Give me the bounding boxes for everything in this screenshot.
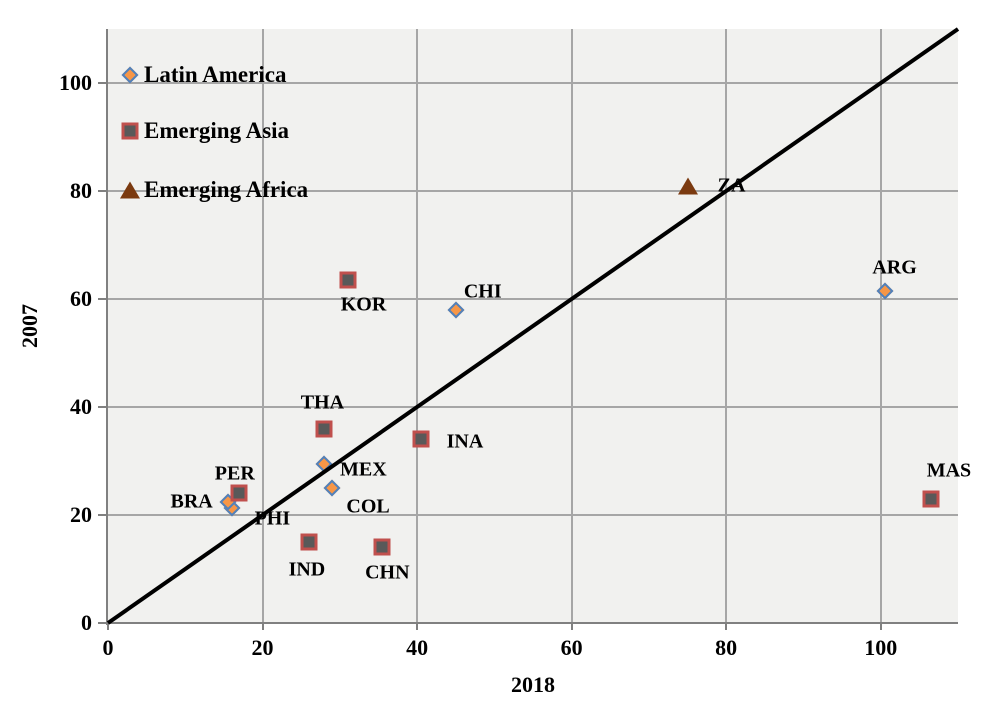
y-tick-100: [98, 82, 107, 84]
y-tick-80: [98, 190, 107, 192]
gridline-y-20: [108, 514, 958, 516]
marker-ZA: [677, 177, 698, 195]
legend-label-1: Emerging Asia: [144, 118, 290, 143]
gridline-y-100: [108, 82, 958, 84]
x-tick-label-80: 80: [715, 635, 738, 660]
x-tick-label-100: 100: [864, 635, 898, 660]
point-label-ZA: ZA: [717, 174, 746, 197]
plot-area: BRA PER MEX COL CHI ARG PHI IND CHN THA KOR INA MAS Z…: [106, 27, 971, 625]
point-label-BRA: BRA: [170, 490, 213, 513]
x-tick-label-40: 40: [406, 635, 429, 660]
y-tick-label-40: 40: [70, 393, 92, 419]
marker-CHN: [373, 538, 391, 556]
legend-label-2: Emerging Africa: [144, 177, 309, 202]
marker-KOR: [339, 271, 357, 289]
legend-label-0: Latin America: [144, 62, 287, 87]
identity-line-svg: [106, 27, 960, 625]
point-label-CHN: CHN: [365, 561, 410, 584]
marker-PHI: [230, 484, 248, 502]
legend-marker-triangle-icon: [120, 181, 140, 199]
y-tick-label-80: 80: [70, 177, 92, 203]
marker-THA: [315, 420, 333, 438]
point-label-THA: THA: [300, 391, 345, 414]
x-tick-40: [416, 623, 419, 630]
point-label-ARG: ARG: [872, 256, 917, 279]
y-tick-0: [98, 622, 107, 624]
point-label-PER: PER: [214, 462, 255, 484]
y-tick-label-60: 60: [70, 285, 92, 311]
gridline-x-100: [879, 29, 882, 623]
point-label-IND: IND: [288, 558, 326, 581]
point-label-KOR: KOR: [340, 293, 387, 316]
x-tick-0: [107, 623, 109, 630]
gridline-y-60: [108, 298, 958, 300]
y-axis-title-box: 2007: [6, 246, 54, 406]
legend-marker-square-icon: [121, 122, 139, 140]
y-tick-label-0: 0: [81, 609, 92, 635]
y-tick-label-100: 100: [59, 69, 92, 95]
marker-IND: [300, 533, 318, 551]
marker-MAS: [922, 490, 940, 508]
gridline-x-40: [416, 29, 419, 623]
gridline-x-60: [570, 29, 573, 623]
marker-INA: [412, 430, 430, 448]
x-tick-20: [261, 623, 264, 630]
y-tick-label-20: 20: [70, 501, 92, 527]
point-label-MAS: MAS: [926, 459, 972, 482]
point-label-MEX: MEX: [340, 458, 387, 481]
x-tick-label-0: 0: [102, 635, 114, 660]
gridline-x-20: [261, 29, 264, 623]
gridline-y-80: [108, 190, 958, 192]
y-tick-40: [98, 406, 107, 408]
y-tick-60: [98, 298, 107, 300]
x-axis-title: 2018: [511, 672, 555, 697]
x-tick-60: [570, 623, 573, 630]
point-label-CHI: CHI: [463, 280, 502, 303]
x-tick-label-20: 20: [251, 635, 274, 660]
y-axis-line: [106, 29, 108, 625]
x-axis-line: [106, 622, 958, 624]
point-label-COL: COL: [346, 495, 390, 518]
x-tick-80: [725, 623, 728, 630]
x-tick-100: [879, 623, 882, 630]
point-label-PHI: PHI: [254, 507, 291, 530]
point-label-INA: INA: [446, 430, 484, 453]
gridline-x-80: [725, 29, 728, 623]
x-tick-label-60: 60: [560, 635, 583, 660]
identity-line: [106, 27, 960, 625]
y-tick-20: [98, 514, 107, 516]
gridline-y-40: [108, 406, 958, 408]
